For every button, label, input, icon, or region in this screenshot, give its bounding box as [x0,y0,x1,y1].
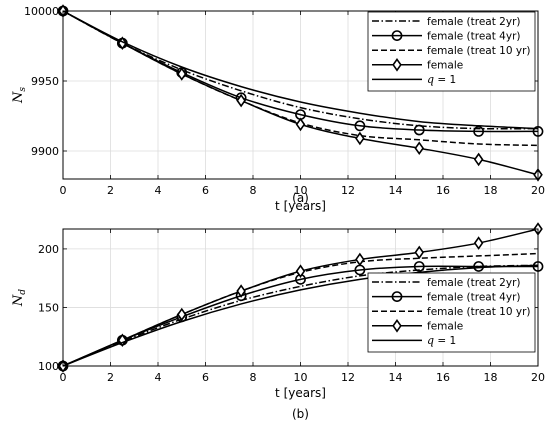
x-tick-label: 6 [202,184,209,197]
data-point [236,284,246,298]
x-tick-label: 20 [531,371,545,384]
x-tick-label: 2 [107,371,114,384]
legend-label: female (treat 4yr) [427,291,521,303]
x-tick-label: 16 [436,184,450,197]
x-tick-label: 0 [60,184,67,197]
data-point [355,252,365,267]
series-1-none [62,10,539,130]
legend-label: female (treat 10 yr) [427,45,531,57]
series-5-none [62,10,539,130]
x-axis-label: t [years] [275,199,326,213]
y-tick-label: 100 [38,360,59,373]
legend-label: female (treat 2yr) [427,16,521,28]
legend-marker [392,58,402,72]
x-tick-label: 4 [155,371,162,384]
x-tick-label: 4 [155,184,162,197]
series-5-none [62,264,539,367]
x-tick-label: 20 [531,184,545,197]
x-tick-label: 18 [484,184,498,197]
series-line [62,264,539,367]
panel-caption: (b) [292,407,309,421]
data-point [295,117,306,132]
x-tick-label: 6 [202,371,209,384]
data-point [414,141,425,155]
x-tick-label: 2 [107,184,114,197]
legend-entry: q = 1 [372,334,456,347]
series-line [62,10,539,130]
data-point [473,152,484,167]
legend-entry: female (treat 2yr) [372,277,521,289]
legend-label: female (treat 10 yr) [427,306,531,318]
x-tick-label: 8 [250,184,257,197]
x-tick-label: 0 [60,371,67,384]
legend-entry: female (treat 2yr) [372,16,521,28]
x-axis-label: t [years] [275,386,326,400]
series-line [62,264,539,367]
series-1-none [62,264,539,367]
y-axis-label: Ns [11,87,28,104]
x-tick-label: 16 [436,371,450,384]
data-point [117,333,128,348]
data-point [355,131,365,146]
data-point [295,264,306,278]
legend-entry: female (treat 4yr) [372,30,521,42]
legend-label: q = 1 [427,334,456,347]
data-point [473,261,485,272]
x-tick-label: 14 [389,184,403,197]
x-tick-label: 14 [389,371,403,384]
data-point [473,236,484,250]
y-axis-label: Nd [11,289,28,307]
series-line [62,10,539,130]
legend-label: q = 1 [427,73,456,86]
data-point [413,124,425,136]
x-tick-label: 12 [341,371,355,384]
y-tick-label: 9950 [31,75,59,88]
y-tick-label: 150 [38,301,59,314]
y-tick-label: 200 [38,243,59,256]
legend-entry: female (treat 10 yr) [372,306,531,318]
x-tick-label: 10 [294,371,308,384]
data-point [473,125,485,137]
legend-label: female [427,321,463,333]
y-tick-label: 10000 [24,5,59,18]
panel-caption: (a) [292,191,309,205]
legend: female (treat 2yr) female (treat 4yr) fema… [367,11,536,92]
legend-entry: female (treat 10 yr) [372,45,531,57]
data-point [413,261,425,272]
data-point [176,307,187,322]
x-tick-label: 18 [484,371,498,384]
legend-entry: female (treat 4yr) [372,291,521,303]
plot-b: 0 2 4 6 8 10 12 14 16 18 20 100 150 200 t [years] Nd (b)… [11,222,545,421]
y-tick-label: 9900 [31,145,59,158]
legend-marker [392,319,402,333]
data-point [354,120,366,132]
plot-a: 0 2 4 6 8 10 12 14 16 18 20 9900 9950 10000 t [years] N… [11,4,545,213]
x-tick-label: 12 [341,184,355,197]
legend-entry: female [372,58,463,72]
x-tick-label: 8 [250,371,257,384]
legend-marker [391,30,403,41]
x-tick-label: 10 [294,184,308,197]
legend-label: female [427,60,463,72]
legend-label: female (treat 4yr) [427,30,521,42]
legend-entry: female [372,319,463,333]
legend-entry: q = 1 [372,73,456,86]
legend-marker [391,291,403,302]
data-point [176,67,187,81]
legend-label: female (treat 2yr) [427,277,521,289]
data-point [236,93,246,108]
data-point [414,245,425,260]
series-line [62,10,539,176]
legend: female (treat 2yr) female (treat 4yr) fema… [367,272,536,353]
